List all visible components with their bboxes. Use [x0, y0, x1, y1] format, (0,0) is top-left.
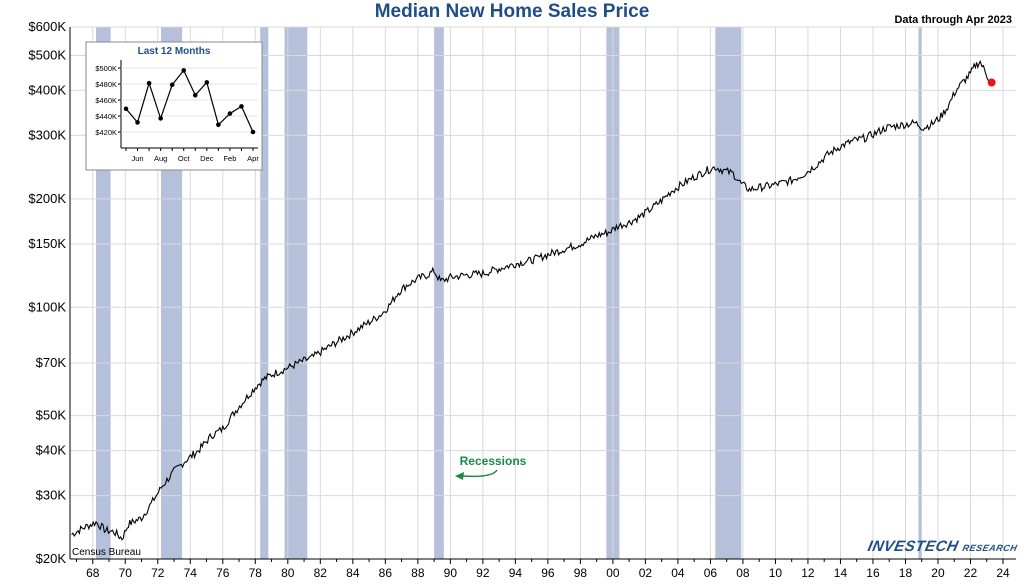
x-tick-label: 80: [281, 566, 295, 580]
inset-x-tick-label: Aug: [154, 154, 167, 163]
recessions-arrow: [461, 469, 498, 478]
inset-point: [123, 106, 129, 112]
x-tick-label: 90: [444, 566, 458, 580]
inset-title: Last 12 Months: [138, 46, 211, 57]
inset-point: [250, 129, 256, 135]
y-tick-label: $20K: [36, 551, 67, 566]
x-tick-label: 16: [866, 566, 880, 580]
inset-x-tick-label: Dec: [200, 154, 214, 163]
x-tick-label: 04: [671, 566, 685, 580]
x-tick-label: 18: [899, 566, 913, 580]
inset-point: [146, 80, 152, 86]
inset-frame: [85, 41, 263, 171]
y-tick-label: $30K: [36, 488, 67, 503]
inset-point: [192, 92, 198, 98]
recessions-annotation: Recessions: [460, 454, 527, 468]
x-tick-label: 06: [704, 566, 718, 580]
inset-point: [158, 116, 163, 121]
y-tick-label: $70K: [36, 355, 67, 370]
x-tick-label: 74: [184, 566, 198, 580]
inset-point: [227, 111, 233, 116]
y-tick-label: $200K: [28, 191, 66, 206]
inset-y-tick-label: $480K: [95, 80, 117, 89]
x-tick-label: 78: [249, 566, 263, 580]
inset-y-tick-label: $500K: [95, 64, 117, 73]
x-tick-label: 76: [216, 566, 230, 580]
inset-point: [169, 82, 175, 88]
inset-point: [216, 122, 221, 128]
inset-y-tick-label: $420K: [95, 128, 117, 137]
recession-band: [260, 27, 269, 559]
inset-point: [135, 120, 140, 125]
inset-x-tick-label: Oct: [178, 154, 191, 163]
x-tick-label: 02: [639, 566, 653, 580]
y-tick-label: $300K: [28, 127, 66, 142]
x-tick-label: 24: [996, 566, 1010, 580]
x-tick-label: 72: [151, 566, 165, 580]
recession-band: [434, 27, 444, 559]
inset-y-tick-label: $440K: [95, 112, 117, 121]
x-tick-label: 14: [834, 566, 848, 580]
inset-x-tick-label: Feb: [223, 154, 236, 163]
x-tick-label: 12: [801, 566, 815, 580]
x-tick-label: 08: [736, 566, 750, 580]
x-tick-label: 22: [964, 566, 978, 580]
x-tick-label: 68: [86, 566, 100, 580]
x-tick-label: 00: [606, 566, 620, 580]
inset-chart: Last 12 Months $420K $440K $460K $480K $500K J…: [85, 41, 263, 171]
x-tick-label: 20: [931, 566, 945, 580]
data-through-note: Data through Apr 2023: [894, 14, 1012, 26]
recession-band: [918, 27, 922, 559]
source-label: Census Bureau: [72, 547, 141, 558]
x-tick-label: 84: [346, 566, 360, 580]
y-tick-label: $600K: [28, 19, 66, 34]
investech-logo: INVESTECH RESEARCH: [866, 538, 1019, 555]
latest-value-marker: [987, 78, 996, 87]
chart-title: Median New Home Sales Price: [374, 1, 650, 22]
x-tick-label: 88: [411, 566, 425, 580]
y-tick-label: $500K: [28, 48, 66, 63]
inset-point: [181, 68, 187, 73]
recession-band: [284, 27, 308, 559]
x-tick-label: 94: [509, 566, 523, 580]
x-tick-label: 10: [769, 566, 783, 580]
x-tick-label: 70: [119, 566, 133, 580]
x-tick-label: 96: [541, 566, 555, 580]
inset-y-tick-label: $460K: [95, 96, 117, 105]
y-tick-label: $150K: [28, 236, 66, 251]
y-tick-label: $50K: [36, 408, 67, 423]
inset-x-tick-label: Apr: [247, 154, 259, 163]
x-tick-label: 86: [379, 566, 393, 580]
x-tick-label: 98: [574, 566, 588, 580]
x-tick-label: 82: [314, 566, 328, 580]
y-tick-label: $100K: [28, 299, 66, 314]
recessions-arrowhead: [455, 472, 464, 480]
price-series-line: [71, 59, 992, 541]
inset-point: [239, 104, 244, 109]
y-tick-label: $40K: [36, 443, 67, 458]
inset-point: [204, 80, 210, 85]
recession-band: [715, 27, 742, 559]
inset-x-tick-label: Jun: [131, 154, 143, 163]
x-tick-label: 92: [476, 566, 490, 580]
y-tick-label: $400K: [28, 82, 66, 97]
